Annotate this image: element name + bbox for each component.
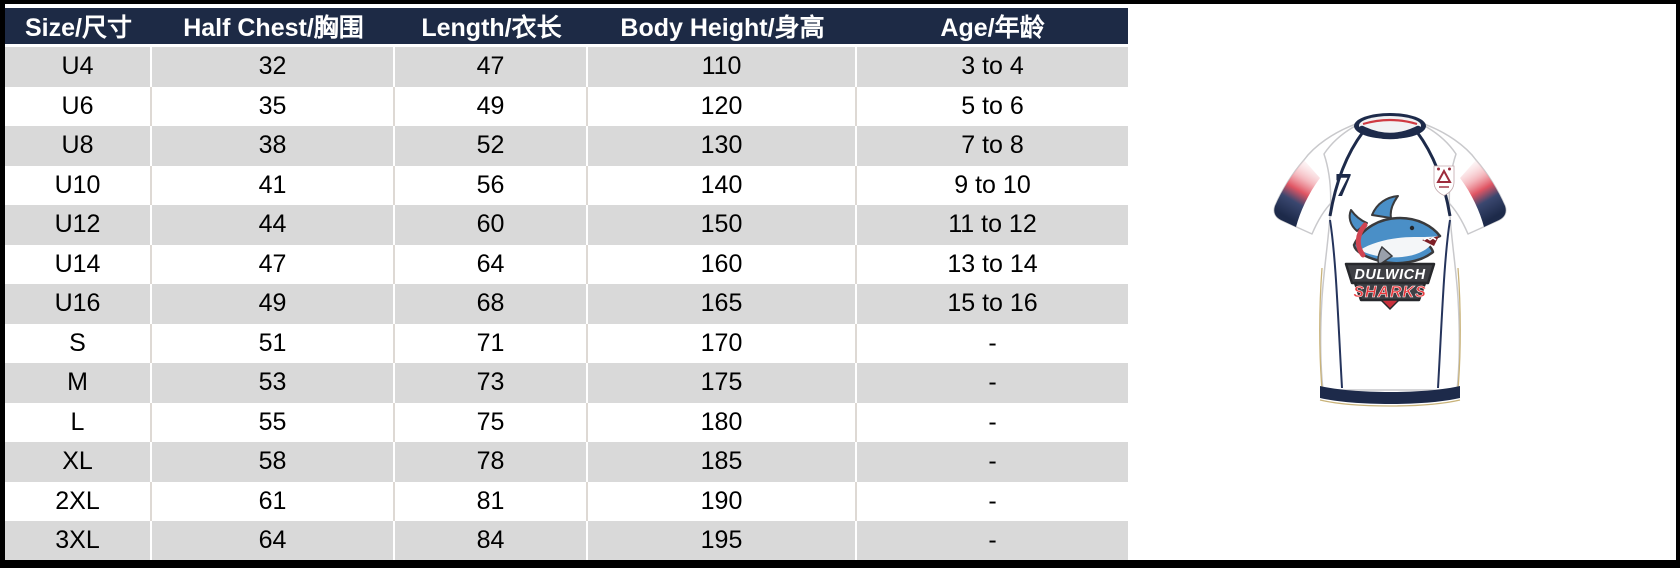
size-cell: U6	[5, 86, 152, 126]
value-cell: 165	[588, 284, 857, 324]
jersey-illustration: 7 DULWICH SHARKS	[1273, 113, 1507, 407]
table-row-S: S 51 71 170-	[5, 323, 1128, 363]
value-cell: 140	[588, 165, 857, 205]
value-cell: 49	[152, 284, 395, 324]
value-cell: 170	[588, 323, 857, 363]
size-cell: U4	[5, 47, 152, 87]
value-cell: 73	[395, 363, 588, 403]
value-cell: 120	[588, 86, 857, 126]
jersey-number: 7	[1335, 167, 1352, 204]
value-cell: 52	[395, 126, 588, 166]
column-header-0: Size/尺寸	[5, 8, 152, 47]
value-cell: 15 to 16	[857, 284, 1128, 324]
size-cell: U10	[5, 165, 152, 205]
value-cell: -	[857, 402, 1128, 442]
size-cell: U16	[5, 284, 152, 324]
table-row-XL: XL 58 78 185-	[5, 442, 1128, 482]
value-cell: 38	[152, 126, 395, 166]
table-header: Size/尺寸 Half Chest/胸围 Length/衣长 Body Height…	[5, 8, 1128, 47]
size-cell: 2XL	[5, 481, 152, 521]
table-body: U4 32 47 110 3 to 4 U6 35 49 120 5 to 6 U8 38 52 130 7…	[5, 47, 1128, 560]
table-row-2XL: 2XL 61 81 190-	[5, 481, 1128, 521]
size-cell: U14	[5, 244, 152, 284]
value-cell: 3 to 4	[857, 47, 1128, 87]
table-row-M: M 53 73 175-	[5, 363, 1128, 403]
size-chart-table: Size/尺寸 Half Chest/胸围 Length/衣长 Body Height…	[5, 8, 1128, 560]
value-cell: 47	[395, 47, 588, 87]
value-cell: 190	[588, 481, 857, 521]
value-cell: 160	[588, 244, 857, 284]
value-cell: 150	[588, 205, 857, 245]
table-row-U6: U6 35 49 120 5 to 6	[5, 86, 1128, 126]
value-cell: 32	[152, 47, 395, 87]
size-cell: 3XL	[5, 521, 152, 560]
table-row-U10: U10 41 56 140 9 to 10	[5, 165, 1128, 205]
value-cell: 110	[588, 47, 857, 87]
size-cell: S	[5, 323, 152, 363]
table-row-U16: U16 49 68 165 15 to 16	[5, 284, 1128, 324]
table-row-U12: U12 44 60 150 11 to 12	[5, 205, 1128, 245]
value-cell: 64	[395, 244, 588, 284]
value-cell: 56	[395, 165, 588, 205]
jersey-collar	[1354, 113, 1426, 140]
column-header-4: Age/年龄	[857, 8, 1128, 47]
value-cell: 41	[152, 165, 395, 205]
value-cell: 180	[588, 402, 857, 442]
sharks-logo: DULWICH SHARKS	[1344, 195, 1442, 311]
value-cell: 58	[152, 442, 395, 482]
value-cell: 60	[395, 205, 588, 245]
value-cell: 175	[588, 363, 857, 403]
value-cell: 61	[152, 481, 395, 521]
column-header-3: Body Height/身高	[588, 8, 857, 47]
column-header-1: Half Chest/胸围	[152, 8, 395, 47]
size-cell: XL	[5, 442, 152, 482]
table-row-3XL: 3XL 64 84 195-	[5, 521, 1128, 560]
value-cell: 195	[588, 521, 857, 560]
value-cell: -	[857, 481, 1128, 521]
value-cell: 75	[395, 402, 588, 442]
value-cell: 44	[152, 205, 395, 245]
value-cell: 7 to 8	[857, 126, 1128, 166]
value-cell: 68	[395, 284, 588, 324]
value-cell: 53	[152, 363, 395, 403]
value-cell: 35	[152, 86, 395, 126]
value-cell: 185	[588, 442, 857, 482]
header-row: Size/尺寸 Half Chest/胸围 Length/衣长 Body Height…	[5, 8, 1128, 47]
value-cell: 84	[395, 521, 588, 560]
table-row-U4: U4 32 47 110 3 to 4	[5, 47, 1128, 87]
value-cell: -	[857, 323, 1128, 363]
value-cell: 78	[395, 442, 588, 482]
value-cell: 47	[152, 244, 395, 284]
size-cell: U12	[5, 205, 152, 245]
value-cell: 55	[152, 402, 395, 442]
value-cell: 11 to 12	[857, 205, 1128, 245]
table-row-U8: U8 38 52 130 7 to 8	[5, 126, 1128, 166]
value-cell: -	[857, 442, 1128, 482]
value-cell: 64	[152, 521, 395, 560]
value-cell: 9 to 10	[857, 165, 1128, 205]
value-cell: 130	[588, 126, 857, 166]
size-cell: L	[5, 402, 152, 442]
table-row-L: L 55 75 180-	[5, 402, 1128, 442]
value-cell: 5 to 6	[857, 86, 1128, 126]
value-cell: 51	[152, 323, 395, 363]
school-crest-icon	[1433, 165, 1455, 196]
value-cell: 13 to 14	[857, 244, 1128, 284]
value-cell: 49	[395, 86, 588, 126]
jersey-product-image: 7 DULWICH SHARKS	[1262, 108, 1518, 414]
value-cell: -	[857, 363, 1128, 403]
value-cell: 81	[395, 481, 588, 521]
size-cell: U8	[5, 126, 152, 166]
size-cell: M	[5, 363, 152, 403]
column-header-2: Length/衣长	[395, 8, 588, 47]
table-row-U14: U14 47 64 160 13 to 14	[5, 244, 1128, 284]
logo-text-dulwich: DULWICH	[1354, 267, 1425, 283]
logo-text-sharks: SHARKS	[1353, 284, 1427, 301]
jersey-hem	[1319, 386, 1461, 407]
value-cell: -	[857, 521, 1128, 560]
value-cell: 71	[395, 323, 588, 363]
